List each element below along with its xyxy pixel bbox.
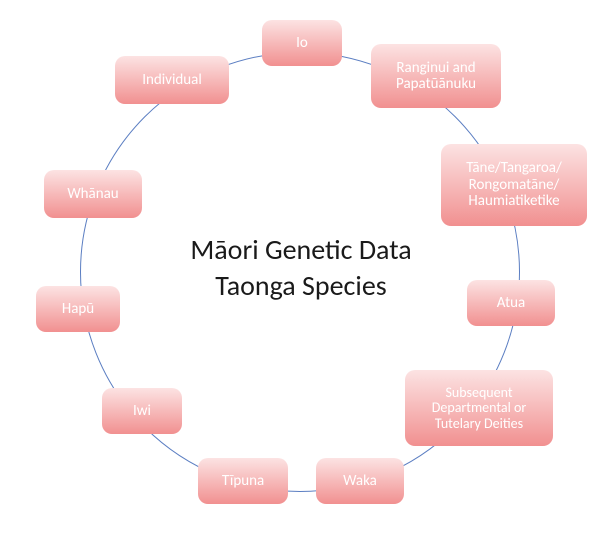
cycle-node-label: Hapū — [62, 301, 94, 318]
cycle-node: Tāne/Tangaroa/ Rongomatāne/ Haumiatiketi… — [441, 144, 587, 226]
cycle-node-label: Waka — [343, 473, 377, 490]
cycle-node-label: Individual — [142, 72, 202, 89]
cycle-node: Individual — [115, 56, 229, 104]
cycle-node-label: Tīpuna — [222, 473, 264, 490]
cycle-node-label: Whānau — [67, 186, 118, 203]
cycle-node-label: Atua — [497, 295, 525, 312]
cycle-node: Subsequent Departmental or Tutelary Deit… — [405, 370, 553, 446]
cycle-node: Hapū — [36, 286, 120, 332]
cycle-node: Io — [262, 20, 342, 66]
cycle-node: Whānau — [44, 170, 142, 218]
cycle-node: Iwi — [102, 388, 182, 434]
center-title-line1: Māori Genetic Data — [0, 234, 602, 266]
cycle-node-label: Subsequent Departmental or Tutelary Deit… — [432, 385, 526, 431]
diagram-stage: { "diagram": { "type": "circular-cycle",… — [0, 0, 602, 546]
cycle-node-label: Ranginui and Papatūānuku — [396, 60, 476, 93]
cycle-node: Atua — [467, 280, 555, 326]
cycle-node: Waka — [316, 458, 404, 504]
cycle-node-label: Iwi — [133, 403, 151, 420]
cycle-node: Tīpuna — [198, 458, 288, 504]
cycle-node: Ranginui and Papatūānuku — [371, 44, 501, 108]
cycle-node-label: Io — [296, 35, 308, 52]
cycle-node-label: Tāne/Tangaroa/ Rongomatāne/ Haumiatiketi… — [466, 160, 562, 210]
